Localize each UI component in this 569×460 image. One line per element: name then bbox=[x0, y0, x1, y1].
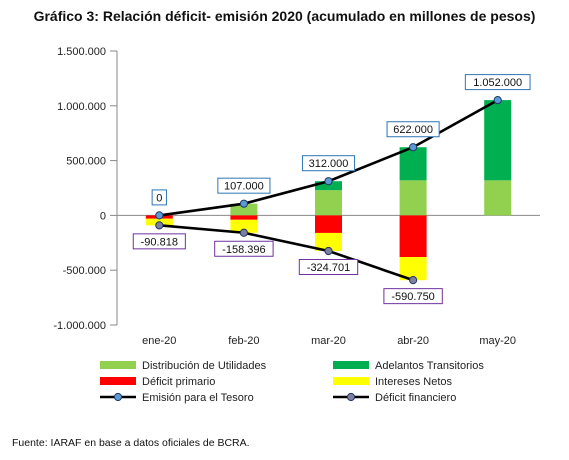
bar-d-ficit-primario bbox=[230, 215, 258, 220]
deficit-data-label-box bbox=[132, 233, 186, 250]
legend-swatch bbox=[333, 377, 369, 385]
y-tick-label: 500.000 bbox=[66, 156, 106, 168]
legend-label: Adelantos Transitorios bbox=[375, 360, 484, 372]
deficit-data-label: -324.701 bbox=[307, 262, 350, 274]
legend-marker bbox=[346, 392, 356, 402]
emision-data-label: 622.000 bbox=[393, 124, 433, 136]
line-marker bbox=[409, 143, 418, 152]
bar-distribuci-n-de-utilidades bbox=[484, 180, 512, 216]
legend-swatch bbox=[333, 361, 369, 369]
line-deficit-financiero bbox=[159, 224, 414, 282]
y-tick-label: 1.000.000 bbox=[57, 101, 106, 113]
y-tick-label: -500.000 bbox=[63, 265, 106, 277]
data-labels: 0 107.000 312.000 622.000 1.052.000 -90.818 -1… bbox=[132, 74, 531, 305]
bar-distribuci-n-de-utilidades bbox=[315, 190, 342, 216]
deficit-data-label-box bbox=[383, 288, 443, 305]
deficit-data-label: -90.818 bbox=[141, 236, 178, 248]
emision-data-label: 0 bbox=[156, 192, 162, 204]
x-axis-labels: ene-20 feb-20 mar-20 abr-20 may-20 bbox=[142, 335, 516, 347]
legend-label: Déficit primario bbox=[142, 376, 215, 388]
y-tick-label: 0 bbox=[100, 210, 106, 222]
bar-distribuci-n-de-utilidades bbox=[399, 180, 427, 216]
bar-d-ficit-primario bbox=[315, 215, 342, 233]
bar-adelantos-transitorios bbox=[484, 100, 512, 181]
emision-data-label-box bbox=[217, 177, 271, 194]
line-marker bbox=[239, 228, 248, 237]
series-lines bbox=[155, 96, 502, 285]
legend-swatch bbox=[100, 377, 136, 385]
line-marker bbox=[324, 246, 333, 256]
bar-distribuci-n-de-utilidades bbox=[230, 203, 258, 216]
line-marker bbox=[155, 211, 164, 220]
legend-label: Intereses Netos bbox=[375, 376, 453, 388]
emision-data-label-box bbox=[151, 189, 167, 206]
y-tick-label: -1.000.000 bbox=[53, 320, 106, 332]
emision-data-label: 312.000 bbox=[309, 158, 349, 170]
bars bbox=[145, 100, 512, 281]
deficit-data-label-box bbox=[214, 240, 274, 257]
y-tick-label: 1.500.000 bbox=[57, 46, 106, 58]
bar-intereses-netos bbox=[230, 219, 258, 233]
deficit-data-label-box bbox=[298, 258, 359, 275]
x-tick-label: may-20 bbox=[479, 335, 516, 347]
line-marker bbox=[239, 199, 248, 208]
chart-title: Gráfico 3: Relación déficit- emisión 202… bbox=[33, 8, 536, 24]
deficit-data-label: -590.750 bbox=[391, 291, 434, 303]
emision-data-label-box bbox=[301, 155, 356, 172]
emision-data-label: 107.000 bbox=[224, 181, 264, 193]
x-tick-label: ene-20 bbox=[142, 335, 176, 347]
legend-marker bbox=[113, 392, 123, 402]
emision-data-label: 1.052.000 bbox=[473, 77, 522, 89]
emision-data-label-box bbox=[386, 121, 440, 138]
line-marker bbox=[155, 221, 164, 230]
line-marker bbox=[409, 276, 418, 285]
bar-d-ficit-primario bbox=[399, 215, 427, 258]
bar-intereses-netos bbox=[399, 257, 427, 281]
y-axis: 1.500.000 1.000.000 500.000 0 -500.000 -1.000… bbox=[53, 46, 540, 332]
legend-label: Distribución de Utilidades bbox=[142, 360, 267, 372]
bar-adelantos-transitorios bbox=[399, 147, 427, 181]
line-marker bbox=[493, 96, 502, 105]
emision-data-label-box bbox=[464, 74, 531, 91]
deficit-data-label: -158.396 bbox=[222, 244, 265, 256]
x-tick-label: mar-20 bbox=[311, 335, 346, 347]
x-tick-label: abr-20 bbox=[397, 335, 429, 347]
bar-intereses-netos bbox=[315, 232, 342, 251]
legend: Distribución de Utilidades Adelantos Tran… bbox=[100, 360, 484, 404]
legend-swatch bbox=[100, 361, 136, 369]
x-tick-label: feb-20 bbox=[228, 335, 259, 347]
bar-adelantos-transitorios bbox=[315, 181, 342, 191]
legend-label: Déficit financiero bbox=[375, 392, 456, 404]
legend-label: Emisión para el Tesoro bbox=[142, 392, 254, 404]
source-note: Fuente: IARAF en base a datos oficiales … bbox=[12, 437, 250, 449]
line-marker bbox=[324, 177, 333, 186]
